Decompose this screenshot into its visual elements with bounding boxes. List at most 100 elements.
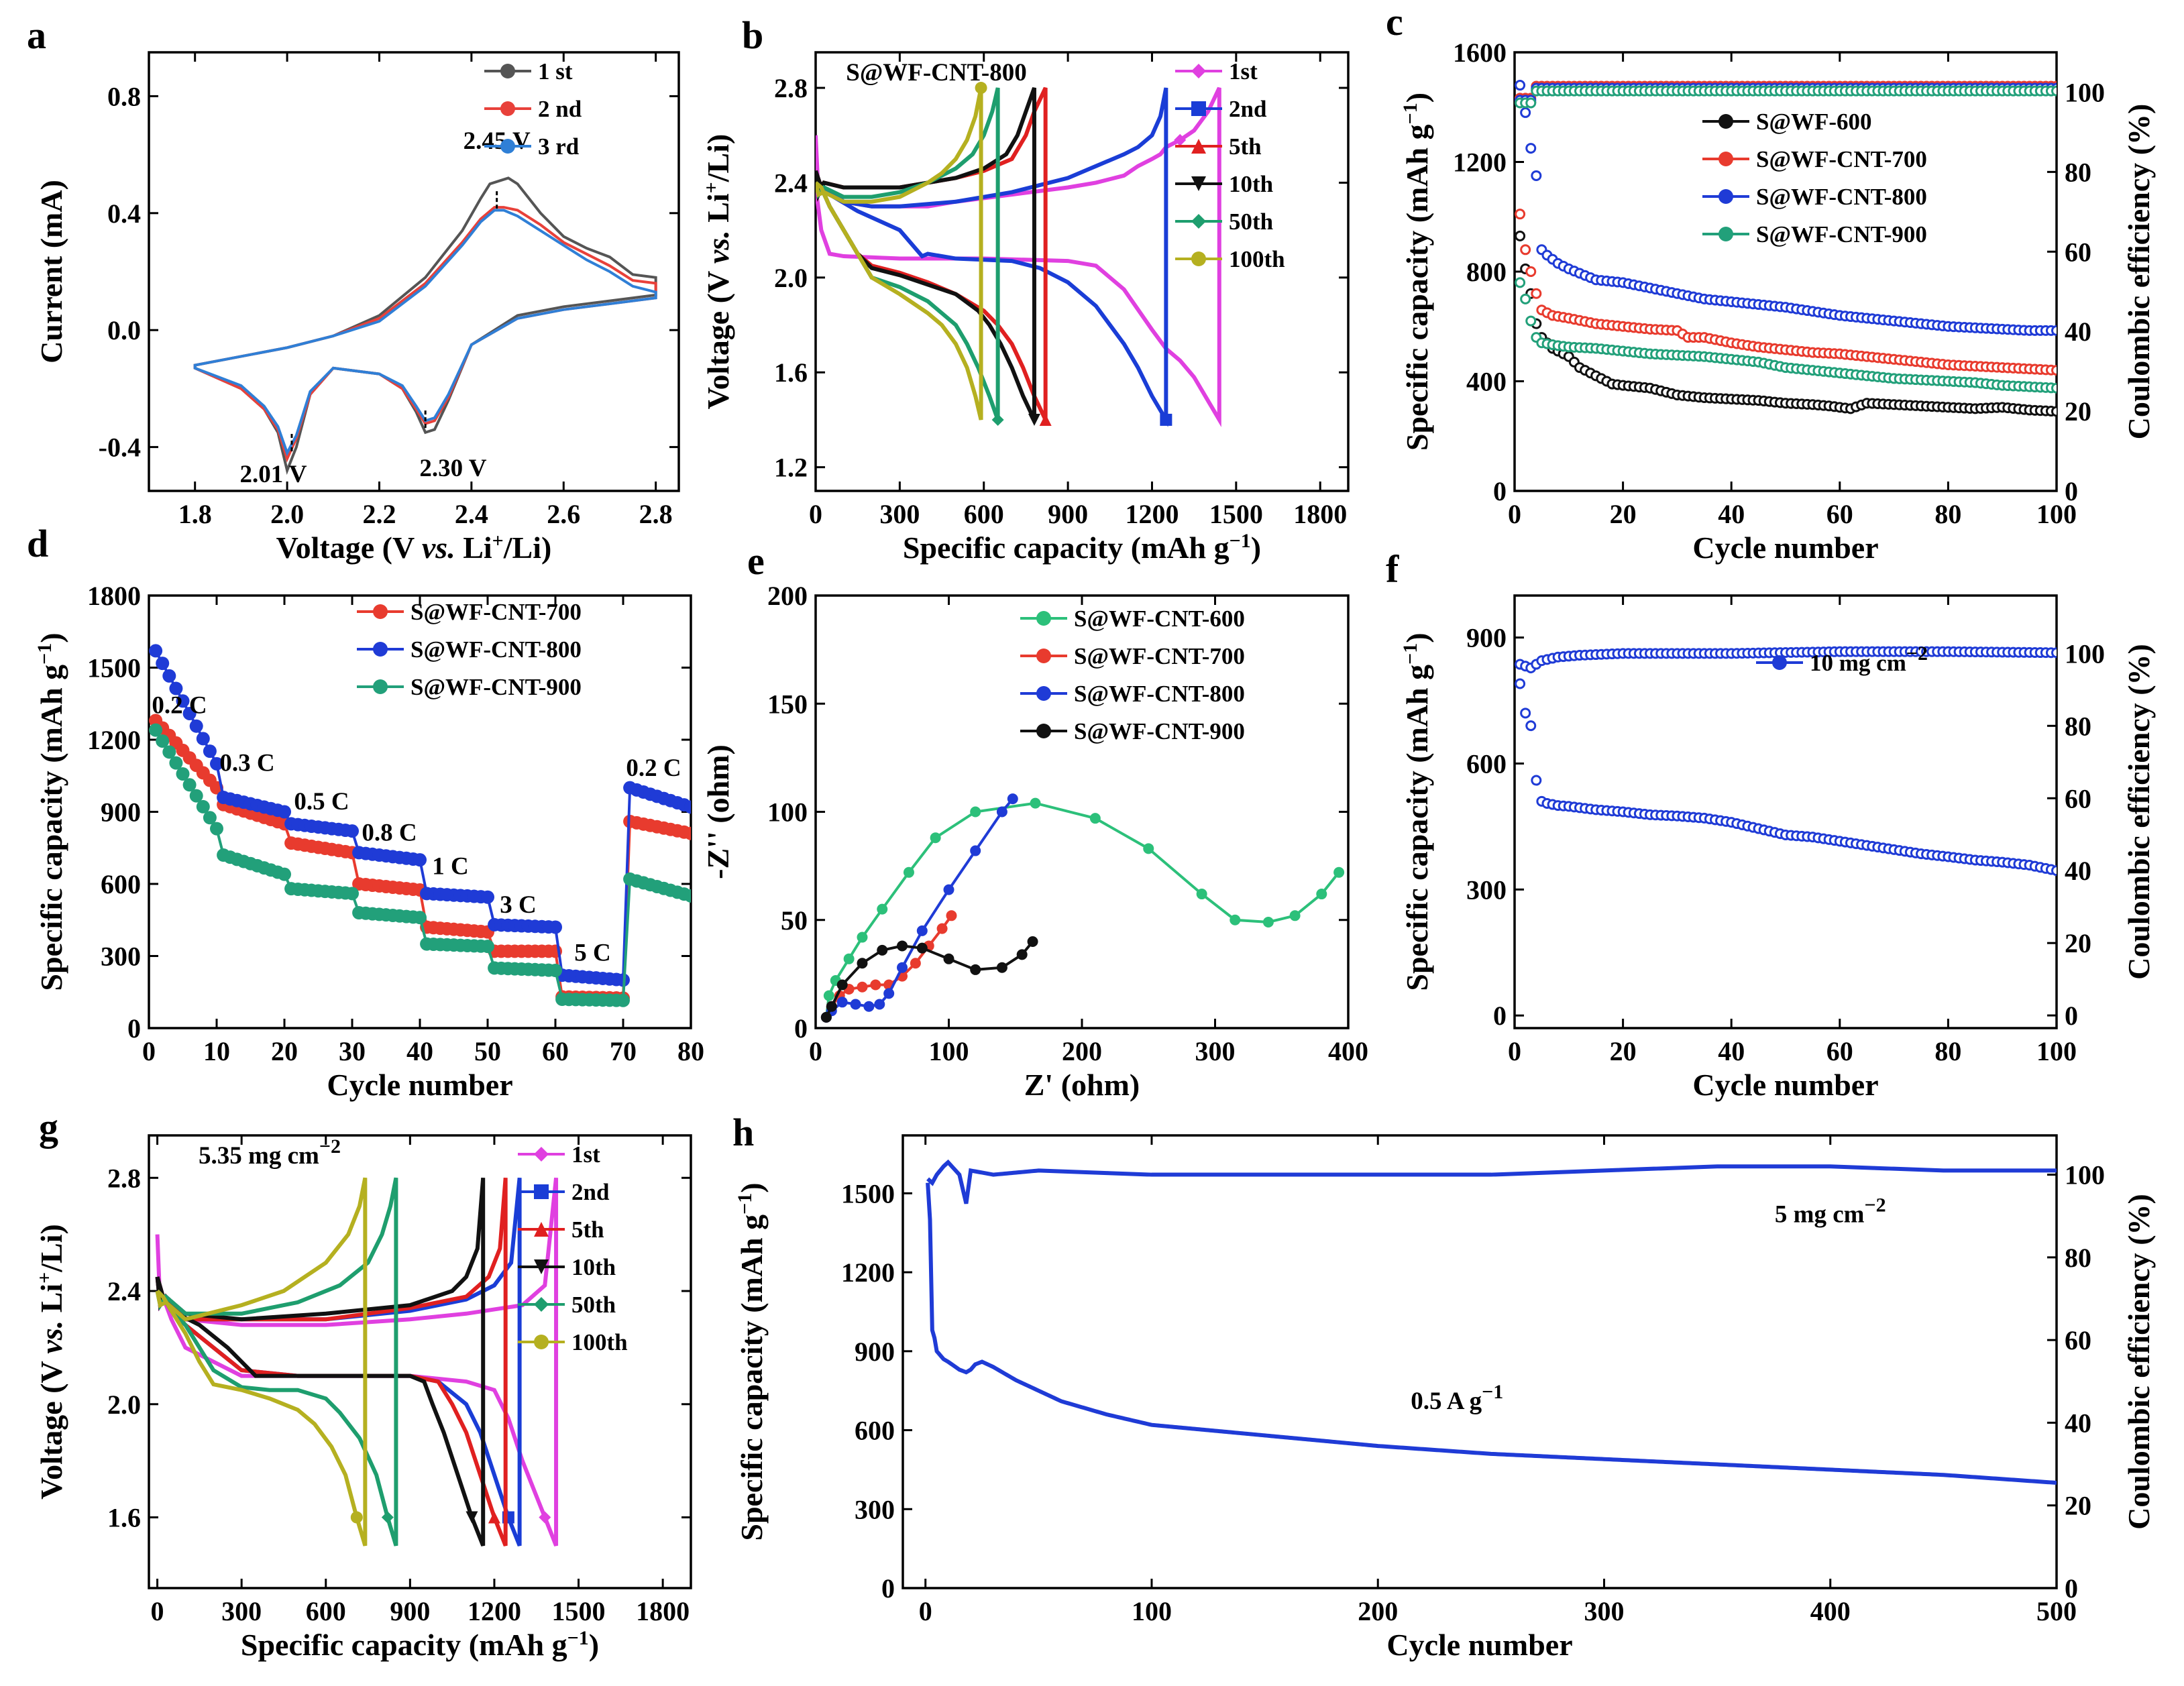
data-point	[162, 745, 176, 759]
series-marker	[975, 82, 987, 95]
panel-letter: d	[27, 522, 48, 565]
label-part: 2nd	[1229, 96, 1267, 122]
y-tick-label: 0	[881, 1573, 895, 1604]
y-tick-label: 50	[781, 905, 808, 936]
label-part: −2	[1864, 1194, 1886, 1216]
rate-label: 0.2 C	[152, 692, 207, 720]
label-part: )	[34, 632, 68, 642]
y2-tick-label: 80	[2065, 1243, 2091, 1273]
y-axis-title: Specific capacity (mAh g−1)	[34, 632, 69, 991]
y-tick-label: 900	[1466, 623, 1507, 653]
label-part: −1	[1399, 643, 1421, 665]
legend-marker	[534, 1297, 549, 1312]
data-point	[1143, 843, 1154, 854]
data-point	[149, 723, 163, 737]
label-part: )	[1400, 93, 1434, 103]
panel-d: 0 10 20 30 40 50 60 70 80 0 300 600 900 1200 1500 1800 C…	[27, 522, 704, 1102]
plot-area	[820, 793, 1345, 1023]
series-marker	[466, 1511, 478, 1524]
y-tick-label: 1.6	[774, 357, 808, 388]
data-point	[877, 903, 888, 915]
x-tick-label: 40	[406, 1036, 433, 1066]
data-point	[883, 988, 895, 999]
y2-tick-label: 80	[2065, 157, 2091, 187]
data-point	[1531, 775, 1542, 786]
data-point	[1515, 277, 1526, 288]
label-part: −1	[1482, 1381, 1503, 1403]
x-tick-label: 1.8	[178, 499, 212, 529]
y-tick-label: 2.4	[107, 1276, 141, 1306]
y-axis-title: Voltage (V vs. Li+/Li)	[700, 134, 736, 410]
data-point	[182, 706, 197, 720]
y2-tick-label: 0	[2065, 476, 2078, 506]
data-point	[1515, 678, 1526, 689]
data-point	[196, 799, 210, 813]
data-point	[345, 887, 359, 901]
label-part: 100th	[571, 1329, 628, 1355]
label-part: S@WF-CNT-900	[1074, 718, 1245, 744]
data-point	[857, 932, 868, 943]
label-part: Current (mA)	[34, 180, 68, 363]
label-part: 10th	[1229, 171, 1273, 197]
data-point	[345, 824, 359, 838]
label-part: 0.5 A g	[1411, 1388, 1482, 1415]
data-point	[182, 778, 197, 792]
x-tick-label: 1200	[1125, 499, 1179, 529]
legend-label: 1st	[571, 1141, 600, 1168]
plot-frame	[148, 51, 680, 492]
legend-marker	[1191, 139, 1206, 154]
data-point	[1515, 209, 1526, 220]
data-point	[946, 910, 957, 921]
legend-label: S@WF-600	[1756, 109, 1872, 135]
label-part: Voltage (V	[34, 1354, 68, 1500]
data-point	[149, 644, 163, 658]
plot-area	[149, 644, 691, 1007]
data-point	[2051, 382, 2057, 394]
legend-label: 1 st	[538, 58, 573, 85]
label-part: +	[700, 182, 722, 193]
x-tick-label: 400	[1810, 1596, 1851, 1626]
y-tick-label: 400	[1466, 367, 1507, 397]
data-point	[2051, 365, 2057, 376]
label-part: 5th	[1229, 133, 1262, 160]
label-part: Specific capacity (mAh g	[34, 665, 68, 991]
label-part: 5th	[571, 1217, 604, 1243]
label-part: Specific capacity (mAh g	[734, 1215, 769, 1541]
legend-label: 10 mg cm−2	[1810, 642, 1928, 677]
panel-h: 0 100 200 300 400 500030060090012001500020406…	[732, 1111, 2156, 1662]
x-tick-label: 60	[1826, 1036, 1853, 1066]
data-point	[1089, 813, 1101, 824]
data-point	[1515, 230, 1526, 241]
data-point	[1007, 793, 1018, 805]
label-part: S@WF-CNT-800	[1074, 681, 1245, 707]
panel-letter: h	[732, 1111, 754, 1154]
rate-label: 1 C	[432, 853, 468, 881]
legend-label: S@WF-CNT-600	[1074, 606, 1245, 632]
legend-marker	[1036, 649, 1051, 663]
data-point	[863, 1001, 875, 1012]
label-part: Coulombic efficiency (%)	[2122, 1194, 2156, 1530]
label-part: S@WF-600	[1756, 109, 1872, 135]
data-point	[897, 962, 908, 973]
label-part: Z' (ohm)	[1024, 1068, 1140, 1102]
label-part: 5 mg cm	[1775, 1201, 1865, 1229]
data-point	[176, 694, 190, 708]
x-tick-label: 300	[221, 1596, 262, 1626]
data-point	[481, 940, 494, 954]
panel-letter: f	[1386, 547, 1399, 591]
plot-frame	[814, 51, 1350, 492]
y-tick-label: 0	[1493, 1001, 1507, 1031]
legend-label: 2 nd	[538, 96, 582, 122]
x-tick-label: 30	[339, 1036, 366, 1066]
data-point	[996, 806, 1007, 818]
label-part: Li	[34, 1284, 68, 1320]
y2-axis-title: Coulombic efficiency (%)	[2122, 644, 2156, 980]
legend-marker	[1191, 251, 1206, 266]
label-part: S@WF-CNT-800	[846, 59, 1026, 87]
label-part: Specific capacity (mAh g	[1400, 665, 1434, 991]
label-part: −1	[1399, 103, 1421, 124]
legend-label: 2nd	[571, 1179, 610, 1205]
legend-label: 5th	[1229, 133, 1262, 160]
legend-marker	[1718, 227, 1733, 241]
label-part: 10th	[571, 1254, 616, 1280]
